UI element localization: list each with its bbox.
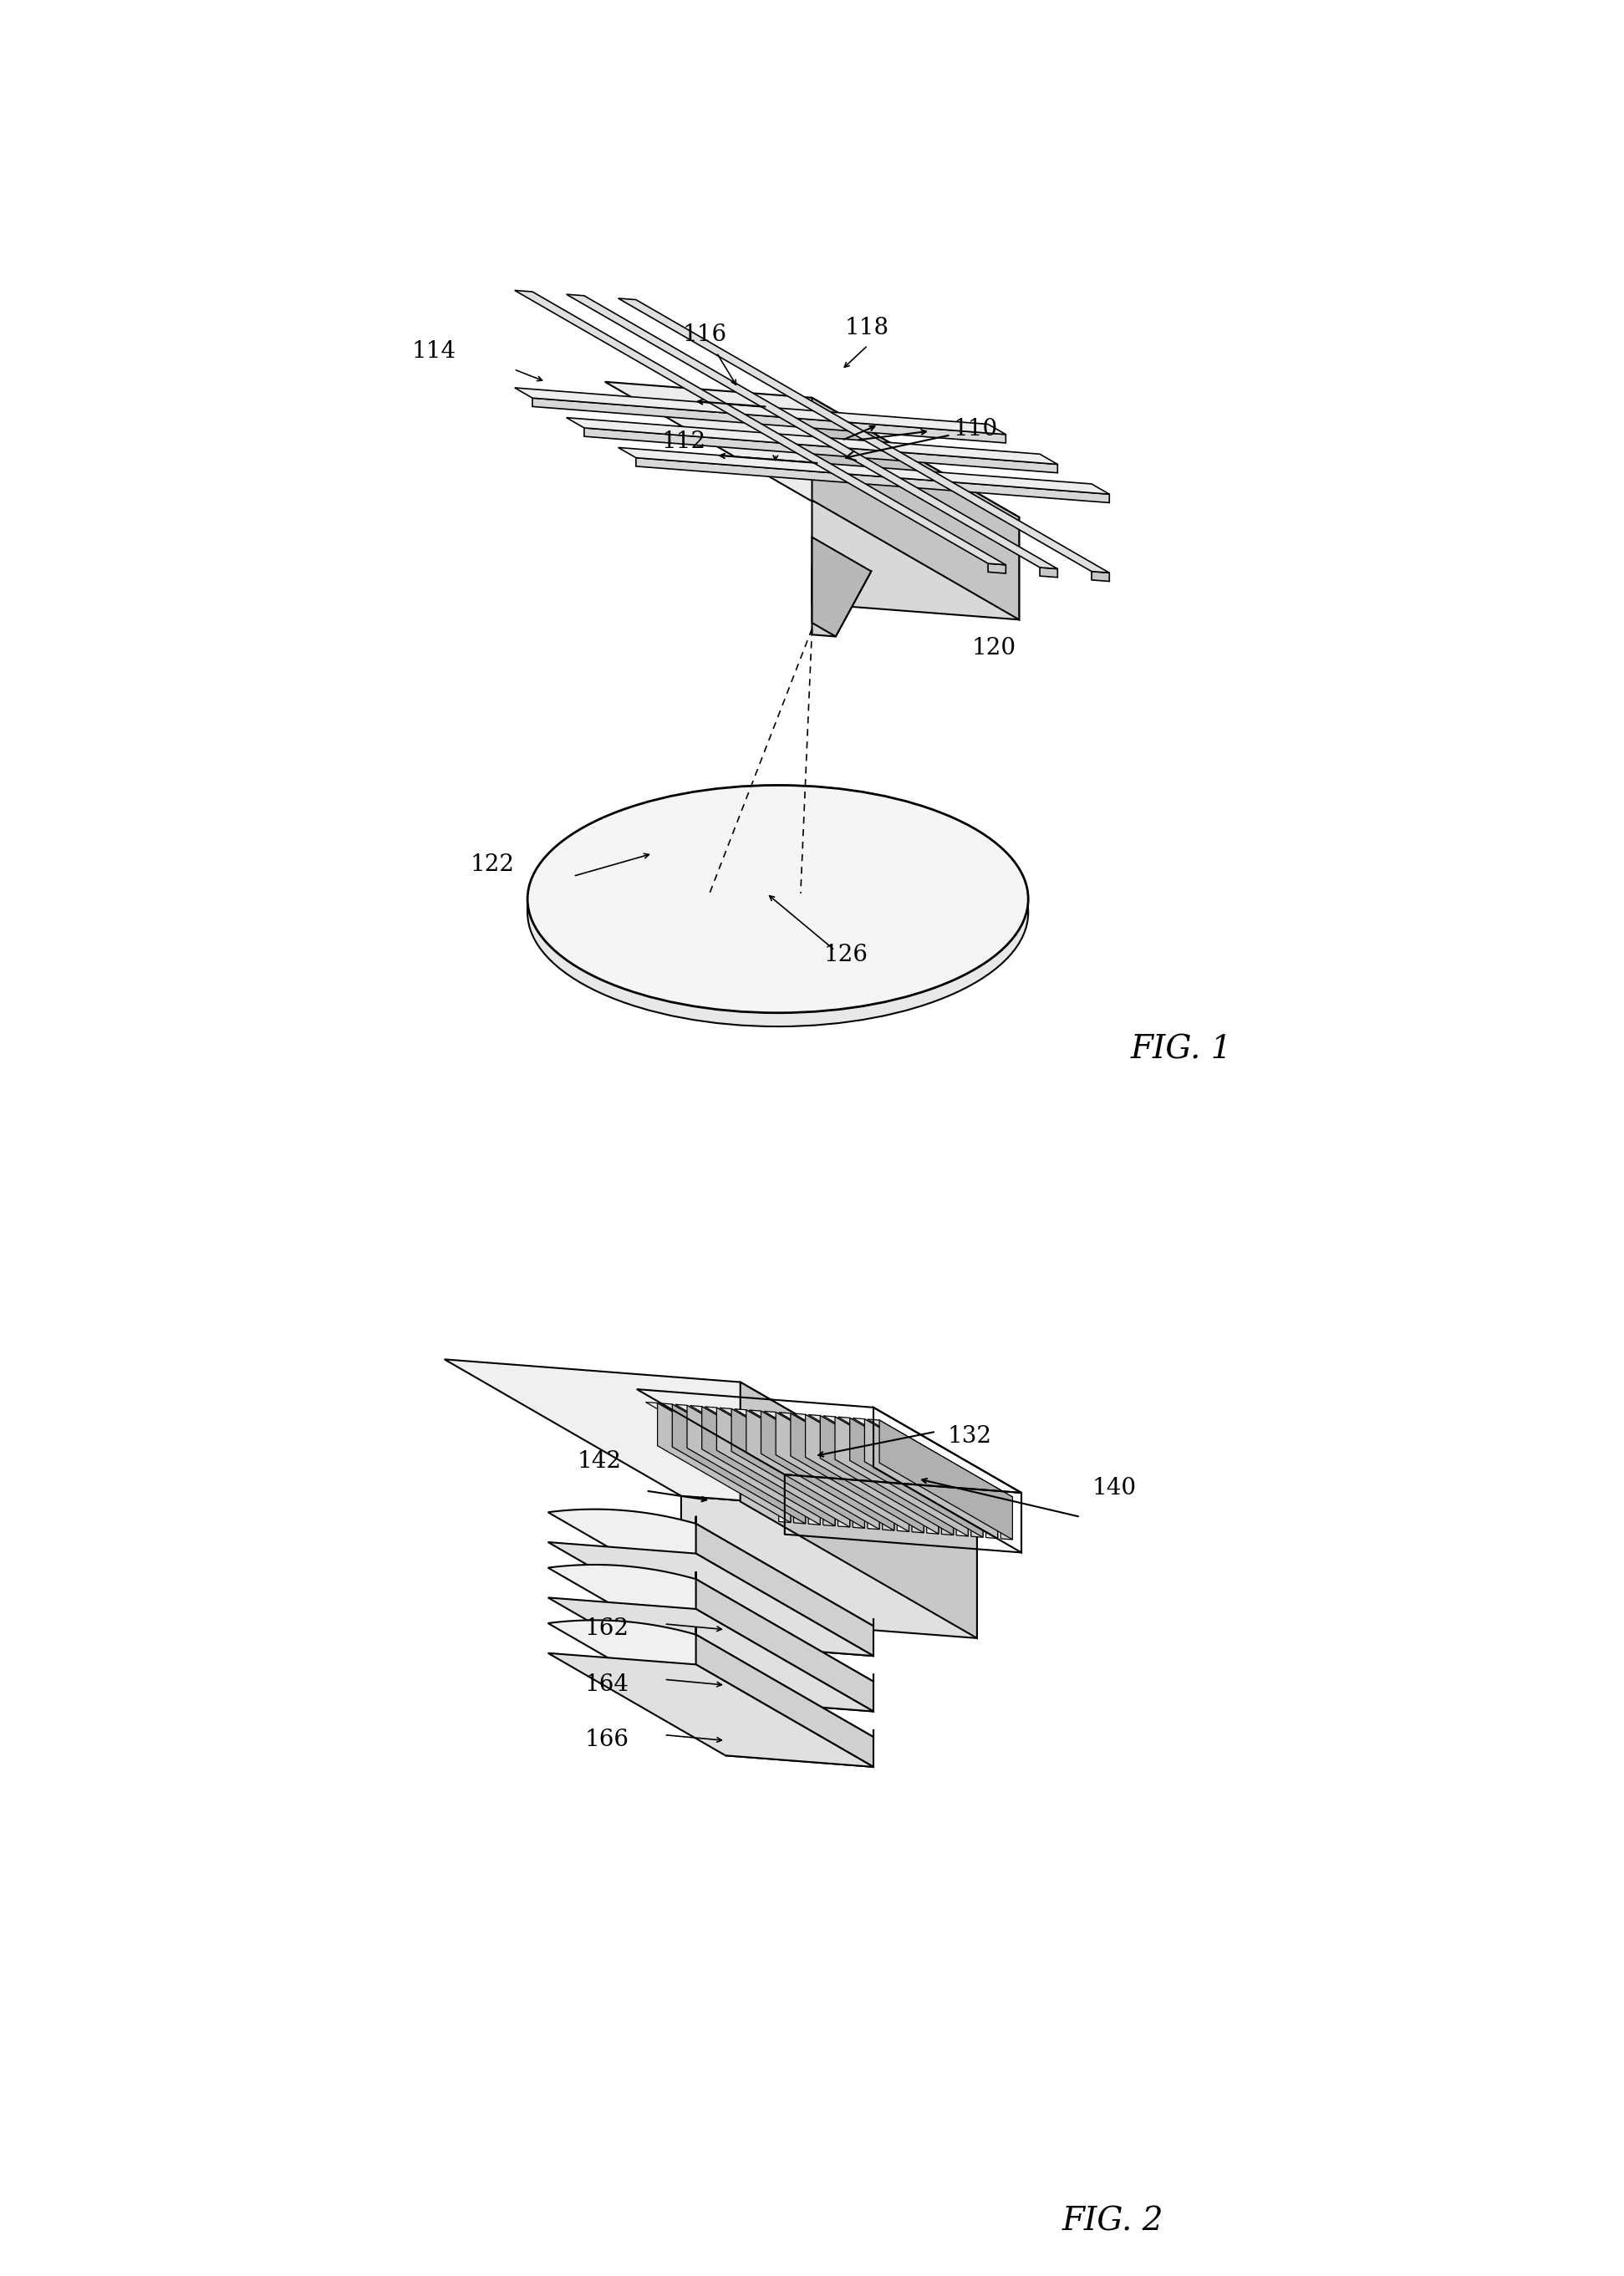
Polygon shape — [987, 564, 1005, 574]
Polygon shape — [864, 1418, 997, 1539]
Polygon shape — [547, 1621, 874, 1737]
Polygon shape — [957, 1493, 968, 1536]
Polygon shape — [780, 1413, 924, 1491]
Polygon shape — [838, 1484, 849, 1527]
Polygon shape — [690, 1407, 835, 1484]
Polygon shape — [849, 1418, 983, 1536]
Polygon shape — [585, 428, 1057, 473]
Text: 116: 116 — [682, 323, 726, 346]
Polygon shape — [619, 298, 1109, 574]
Polygon shape — [763, 1411, 909, 1489]
Polygon shape — [515, 387, 1005, 435]
Text: 118: 118 — [844, 316, 890, 339]
Polygon shape — [823, 1482, 835, 1525]
Polygon shape — [705, 1407, 849, 1484]
Polygon shape — [697, 1627, 874, 1766]
Polygon shape — [604, 382, 1020, 517]
Polygon shape — [687, 1404, 820, 1525]
Polygon shape — [809, 1416, 953, 1493]
Polygon shape — [927, 1491, 939, 1534]
Polygon shape — [637, 457, 1109, 503]
Polygon shape — [547, 1509, 874, 1625]
Polygon shape — [882, 1486, 895, 1529]
Text: 164: 164 — [585, 1673, 628, 1696]
Polygon shape — [1000, 1495, 1012, 1539]
Polygon shape — [809, 1482, 820, 1525]
Polygon shape — [806, 1413, 939, 1534]
Polygon shape — [812, 501, 1020, 619]
Text: 162: 162 — [585, 1618, 628, 1641]
Polygon shape — [658, 1402, 791, 1523]
Polygon shape — [619, 448, 1109, 494]
Polygon shape — [780, 1479, 791, 1523]
Polygon shape — [986, 1495, 997, 1539]
Polygon shape — [676, 1404, 820, 1482]
Text: 142: 142 — [578, 1450, 622, 1473]
Polygon shape — [547, 1543, 874, 1657]
Ellipse shape — [528, 785, 1028, 1013]
Polygon shape — [794, 1479, 806, 1523]
Polygon shape — [547, 1564, 874, 1682]
Polygon shape — [942, 1491, 953, 1534]
Polygon shape — [716, 1407, 849, 1527]
Text: 132: 132 — [947, 1425, 992, 1448]
Polygon shape — [646, 1402, 791, 1479]
Polygon shape — [762, 1411, 895, 1529]
Polygon shape — [896, 1489, 909, 1532]
Text: FIG. 1: FIG. 1 — [1130, 1033, 1233, 1065]
Polygon shape — [719, 1409, 864, 1486]
Polygon shape — [547, 1652, 874, 1766]
Polygon shape — [853, 1484, 864, 1527]
Text: 110: 110 — [846, 419, 997, 460]
Polygon shape — [812, 537, 870, 637]
Polygon shape — [567, 294, 1057, 569]
Polygon shape — [726, 1666, 874, 1712]
Polygon shape — [515, 291, 1005, 564]
Ellipse shape — [528, 799, 1028, 1026]
Polygon shape — [867, 1486, 879, 1529]
Polygon shape — [567, 419, 1057, 464]
Polygon shape — [776, 1411, 909, 1532]
Polygon shape — [812, 567, 870, 637]
Text: 112: 112 — [663, 430, 706, 453]
Text: FIG. 2: FIG. 2 — [1062, 2205, 1164, 2237]
Polygon shape — [731, 1409, 864, 1527]
Polygon shape — [745, 1409, 879, 1529]
Polygon shape — [1039, 567, 1057, 578]
Polygon shape — [913, 1489, 924, 1532]
Text: 166: 166 — [585, 1730, 628, 1750]
Polygon shape — [680, 1495, 978, 1639]
Text: 140: 140 — [1091, 1477, 1137, 1500]
Polygon shape — [867, 1420, 1012, 1498]
Polygon shape — [794, 1413, 939, 1491]
Polygon shape — [741, 1382, 978, 1639]
Polygon shape — [697, 1516, 874, 1657]
Polygon shape — [445, 1359, 978, 1518]
Text: 126: 126 — [823, 945, 867, 967]
Polygon shape — [838, 1418, 983, 1495]
Polygon shape — [791, 1413, 924, 1532]
Polygon shape — [734, 1409, 879, 1486]
Polygon shape — [702, 1407, 835, 1525]
Polygon shape — [971, 1493, 983, 1536]
Polygon shape — [812, 398, 1020, 619]
Polygon shape — [547, 1598, 874, 1712]
Text: 114: 114 — [411, 341, 456, 362]
Polygon shape — [820, 1416, 953, 1534]
Text: 122: 122 — [471, 854, 515, 876]
Polygon shape — [853, 1418, 997, 1495]
Polygon shape — [879, 1420, 1012, 1539]
Text: 120: 120 — [971, 637, 1015, 660]
Polygon shape — [697, 1570, 874, 1712]
Polygon shape — [749, 1411, 895, 1489]
Polygon shape — [823, 1416, 968, 1493]
Polygon shape — [661, 1404, 806, 1482]
Polygon shape — [726, 1723, 874, 1766]
Polygon shape — [672, 1404, 806, 1523]
Polygon shape — [533, 398, 1005, 444]
Polygon shape — [726, 1611, 874, 1657]
Polygon shape — [835, 1416, 968, 1536]
Polygon shape — [1091, 571, 1109, 580]
